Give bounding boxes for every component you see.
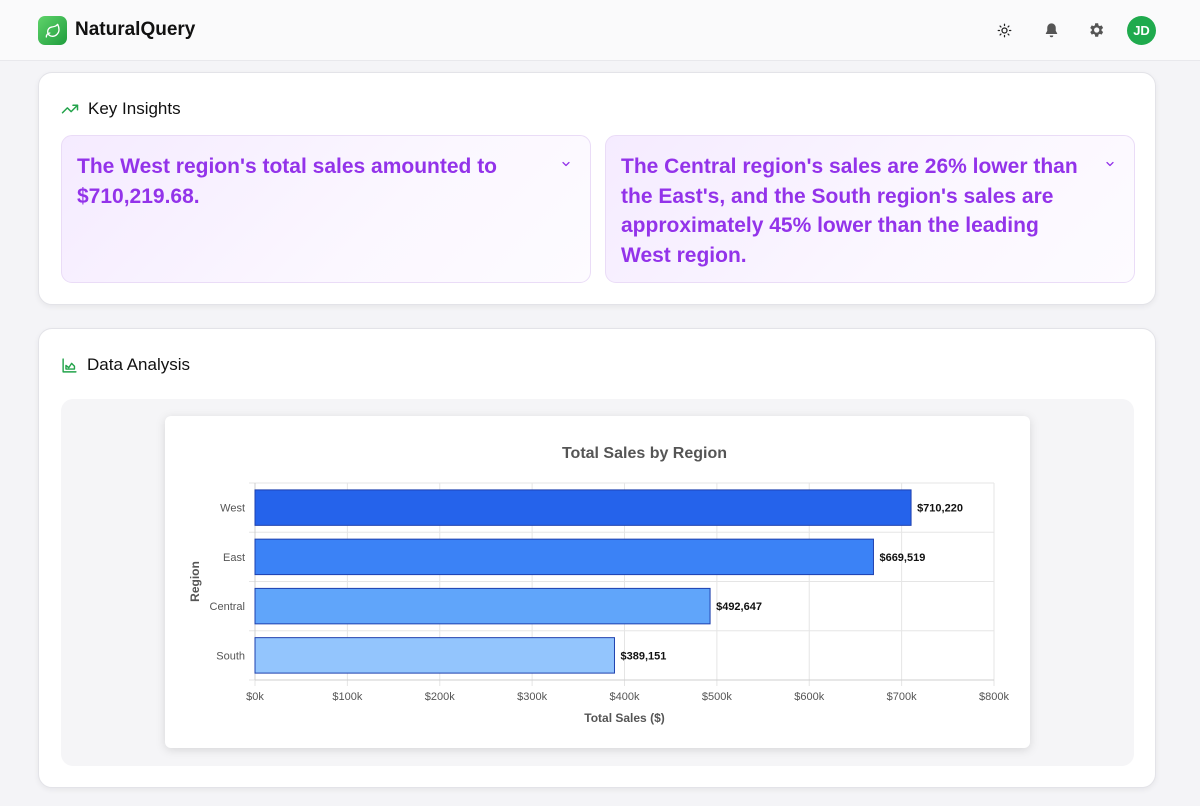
- bar-south: [254, 637, 615, 674]
- y-tick-label: South: [216, 650, 245, 662]
- chart-title: Total Sales by Region: [562, 445, 727, 462]
- x-tick-label: $300k: [517, 691, 547, 703]
- x-tick-label: $0k: [246, 691, 264, 703]
- insight-text: The West region's total sales amounted t…: [77, 155, 498, 208]
- chart-container: Total Sales by Region $710,220 West $669,51…: [61, 399, 1134, 766]
- key-insights-title: Key Insights: [88, 99, 181, 118]
- theme-toggle-button[interactable]: [993, 19, 1015, 41]
- data-label: $710,220: [917, 503, 963, 515]
- insight-card-1[interactable]: The West region's total sales amounted t…: [61, 135, 591, 283]
- app-title: NaturalQuery: [75, 19, 196, 40]
- area-chart-icon: [62, 357, 77, 373]
- y-tick-label: Central: [210, 601, 245, 613]
- bar-west: [254, 489, 912, 526]
- x-tick-label: $800k: [979, 691, 1009, 703]
- x-tick-label: $200k: [425, 691, 455, 703]
- top-bar: NaturalQuery JD: [0, 0, 1200, 61]
- avatar[interactable]: JD: [1127, 16, 1156, 45]
- data-label: $669,519: [879, 552, 925, 564]
- x-tick-label: $600k: [794, 691, 824, 703]
- data-label: $492,647: [716, 601, 762, 613]
- y-axis-label: Region: [188, 561, 202, 602]
- chart-panel: Total Sales by Region $710,220 West $669,51…: [165, 416, 1030, 748]
- x-tick-label: $700k: [887, 691, 917, 703]
- settings-button[interactable]: [1085, 19, 1107, 41]
- data-analysis-header: Data Analysis: [61, 355, 190, 375]
- notifications-button[interactable]: [1040, 19, 1062, 41]
- insight-card-2[interactable]: The Central region's sales are 26% lower…: [605, 135, 1135, 283]
- data-analysis-title: Data Analysis: [87, 355, 190, 374]
- chevron-down-icon[interactable]: [1104, 158, 1116, 170]
- x-tick-label: $400k: [610, 691, 640, 703]
- x-axis-label: Total Sales ($): [584, 711, 664, 725]
- y-tick-label: West: [220, 503, 245, 515]
- key-insights-header: Key Insights: [61, 99, 181, 119]
- x-tick-label: $500k: [702, 691, 732, 703]
- bar-east: [254, 538, 874, 576]
- app-logo[interactable]: [38, 16, 67, 45]
- x-tick-label: $100k: [332, 691, 362, 703]
- data-label: $389,151: [620, 650, 666, 662]
- data-analysis-card: Data Analysis Total Sales by Region $710,…: [38, 328, 1156, 788]
- chevron-down-icon[interactable]: [560, 158, 572, 170]
- bar-chart: Total Sales by Region $710,220 West $669,51…: [188, 445, 1009, 725]
- sun-icon: [997, 23, 1011, 37]
- bar-central: [254, 587, 711, 625]
- insight-text: The Central region's sales are 26% lower…: [621, 155, 1078, 267]
- gear-icon: [1090, 23, 1104, 37]
- leaf-icon: [45, 23, 60, 38]
- bell-icon: [1045, 22, 1057, 37]
- trending-up-icon: [61, 104, 79, 114]
- y-tick-label: East: [223, 552, 245, 564]
- key-insights-card: Key Insights The West region's total sal…: [38, 72, 1156, 305]
